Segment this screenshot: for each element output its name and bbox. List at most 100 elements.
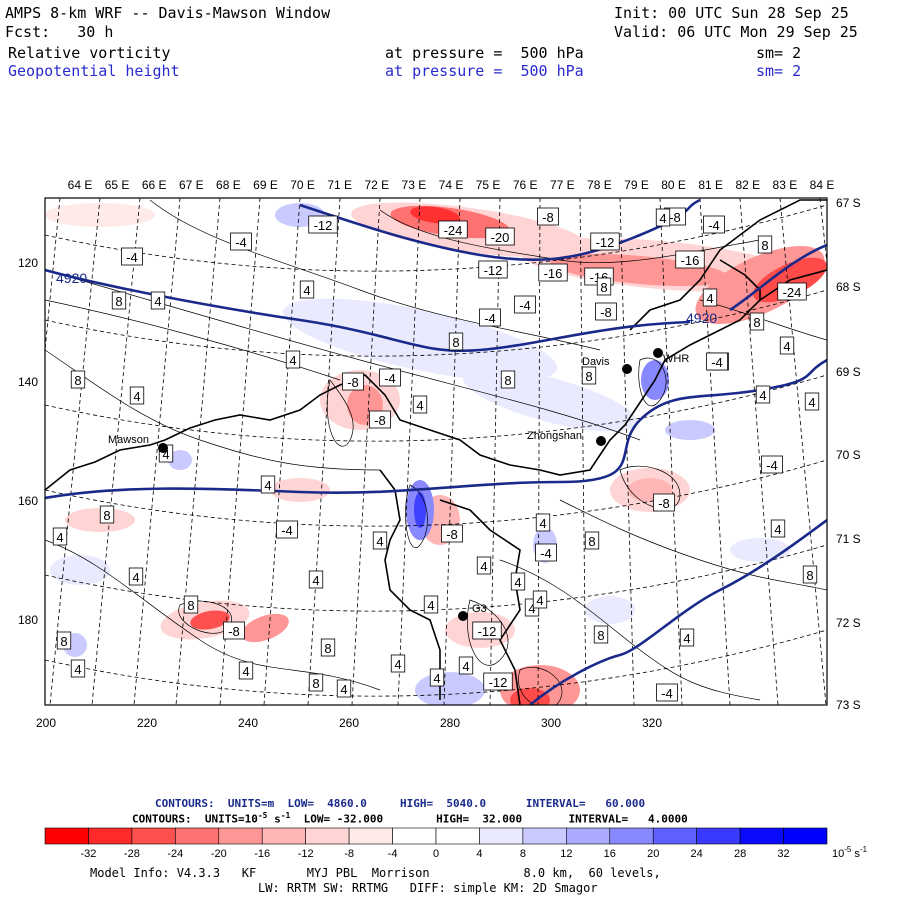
height-label: 4920 [686, 310, 717, 326]
contour-label: -4 [661, 686, 673, 701]
vort-units-c: LOW= -32.000 HIGH= 32.000 INTERVAL= 4.00… [290, 812, 688, 826]
contour-label-box [595, 302, 617, 321]
lat-label: 72 S [836, 616, 861, 630]
contour-label: 8 [60, 634, 67, 649]
y-tick-label: 140 [18, 375, 38, 389]
colorbar-unit: 10-5 s-1 [832, 845, 868, 860]
latlon-grid [45, 198, 827, 705]
station-name: Zhongshan [527, 430, 582, 442]
contour-label-box [448, 332, 464, 351]
map-interior [45, 198, 827, 705]
lon-label: 80 E [661, 178, 686, 192]
contour-label-box [369, 410, 391, 429]
contour-label: -4 [484, 311, 496, 326]
station-name: Mawson [108, 434, 149, 446]
lon-label: 67 E [179, 178, 204, 192]
top-lon-labels: 64 E 65 E 66 E 67 E 68 E 69 E 70 E 71 E 72 E 73 E… [68, 178, 835, 192]
contour-label: 4 [659, 211, 666, 226]
colorbar-cell [522, 827, 567, 845]
station-marker [458, 611, 468, 621]
x-tick-label: 220 [137, 716, 157, 730]
contour-label-box [70, 659, 86, 678]
station-name: WHR [663, 353, 689, 365]
colorbar-tick-label: 0 [433, 848, 439, 860]
lon-label: 75 E [476, 178, 501, 192]
x-tick-label: 240 [238, 716, 258, 730]
colorbar-tick-label: -4 [388, 848, 398, 860]
contour-label: 8 [74, 373, 81, 388]
contour-label: -16 [681, 253, 700, 268]
x-tick-label: 300 [541, 716, 561, 730]
contour-label: 8 [600, 280, 607, 295]
contour-label: 8 [753, 315, 760, 330]
vort-units-exp: -5 [257, 811, 268, 820]
lat-label: 71 S [836, 532, 861, 546]
contour-label-box [70, 370, 86, 389]
contour-label-box [770, 519, 786, 538]
contour-label: 8 [312, 676, 319, 691]
contour-label: -4 [711, 355, 723, 370]
contour-label: -4 [126, 250, 138, 265]
height-labels: 4920 4920 [56, 270, 717, 326]
colorbar-tick-label: 12 [560, 848, 572, 860]
contour-label-box [581, 366, 597, 385]
contour-label: 4 [539, 516, 546, 531]
contour-label: 4 [74, 662, 81, 677]
contour-label-box [804, 392, 820, 411]
lat-label: 70 S [836, 448, 861, 462]
contour-label: 8 [597, 628, 604, 643]
contour-label-box [757, 235, 773, 254]
contour-label-box [702, 288, 718, 307]
forecast-hour: Fcst: 30 h [5, 23, 114, 41]
x-tick-label: 280 [440, 716, 460, 730]
contour-label-box [121, 247, 143, 266]
contour-label: -8 [228, 624, 240, 639]
contour-label: -12 [478, 624, 497, 639]
contour-label: -4 [540, 546, 552, 561]
contour-label: 4 [774, 522, 781, 537]
contour-label-box [675, 250, 705, 269]
contour-label: -20 [491, 230, 510, 245]
contour-label-box [441, 524, 463, 543]
contour-label: 4 [303, 283, 310, 298]
contour-label-box [285, 350, 301, 369]
lon-label: 71 E [327, 178, 352, 192]
contour-label-box [299, 280, 315, 299]
contour-label: -4 [281, 523, 293, 538]
lon-label: 84 E [810, 178, 835, 192]
colorbar-cell [479, 827, 524, 845]
contour-label: 4 [783, 339, 790, 354]
lon-label: 64 E [68, 178, 93, 192]
contour-label-box [596, 277, 612, 296]
y-tick-label: 160 [18, 494, 38, 508]
colorbar-tick-label: -8 [344, 848, 354, 860]
map-frame [44, 197, 828, 706]
contour-label-box [52, 527, 68, 546]
contour-label-box [56, 631, 72, 650]
contour-label: 8 [115, 294, 122, 309]
contour-label: 4 [462, 659, 469, 674]
contour-label-box [749, 312, 765, 331]
station-marker [653, 348, 663, 358]
contour-label: 4 [133, 389, 140, 404]
colorbar: -32 -28 -24 -20 -16 -12 -8 -4 0 4 8 12 16 20 24 28 32 10… [44, 827, 868, 860]
contour-label: 4 [56, 530, 63, 545]
lon-label: 81 E [698, 178, 723, 192]
height-contour-info: CONTOURS: UNITS=m LOW= 4860.0 HIGH= 5040… [155, 797, 646, 810]
contour-label-box [538, 263, 568, 282]
contour-label-box [458, 656, 474, 675]
colorbar-cell [305, 827, 350, 845]
colorbar-tick-label: 28 [734, 848, 746, 860]
valid-time: Valid: 06 UTC Mon 29 Sep 25 [614, 23, 858, 41]
contour-label: -4 [708, 218, 720, 233]
contour-label: 4 [427, 598, 434, 613]
contour-label: -8 [658, 496, 670, 511]
colorbar-tick-label: -32 [80, 848, 96, 860]
y-tick-label: 120 [18, 256, 38, 270]
contour-label: 8 [103, 508, 110, 523]
colorbar-cell [696, 827, 741, 845]
left-y-ticks: 120 140 160 180 [18, 256, 38, 627]
contour-label-box [584, 531, 600, 550]
contour-label-box [706, 352, 728, 371]
